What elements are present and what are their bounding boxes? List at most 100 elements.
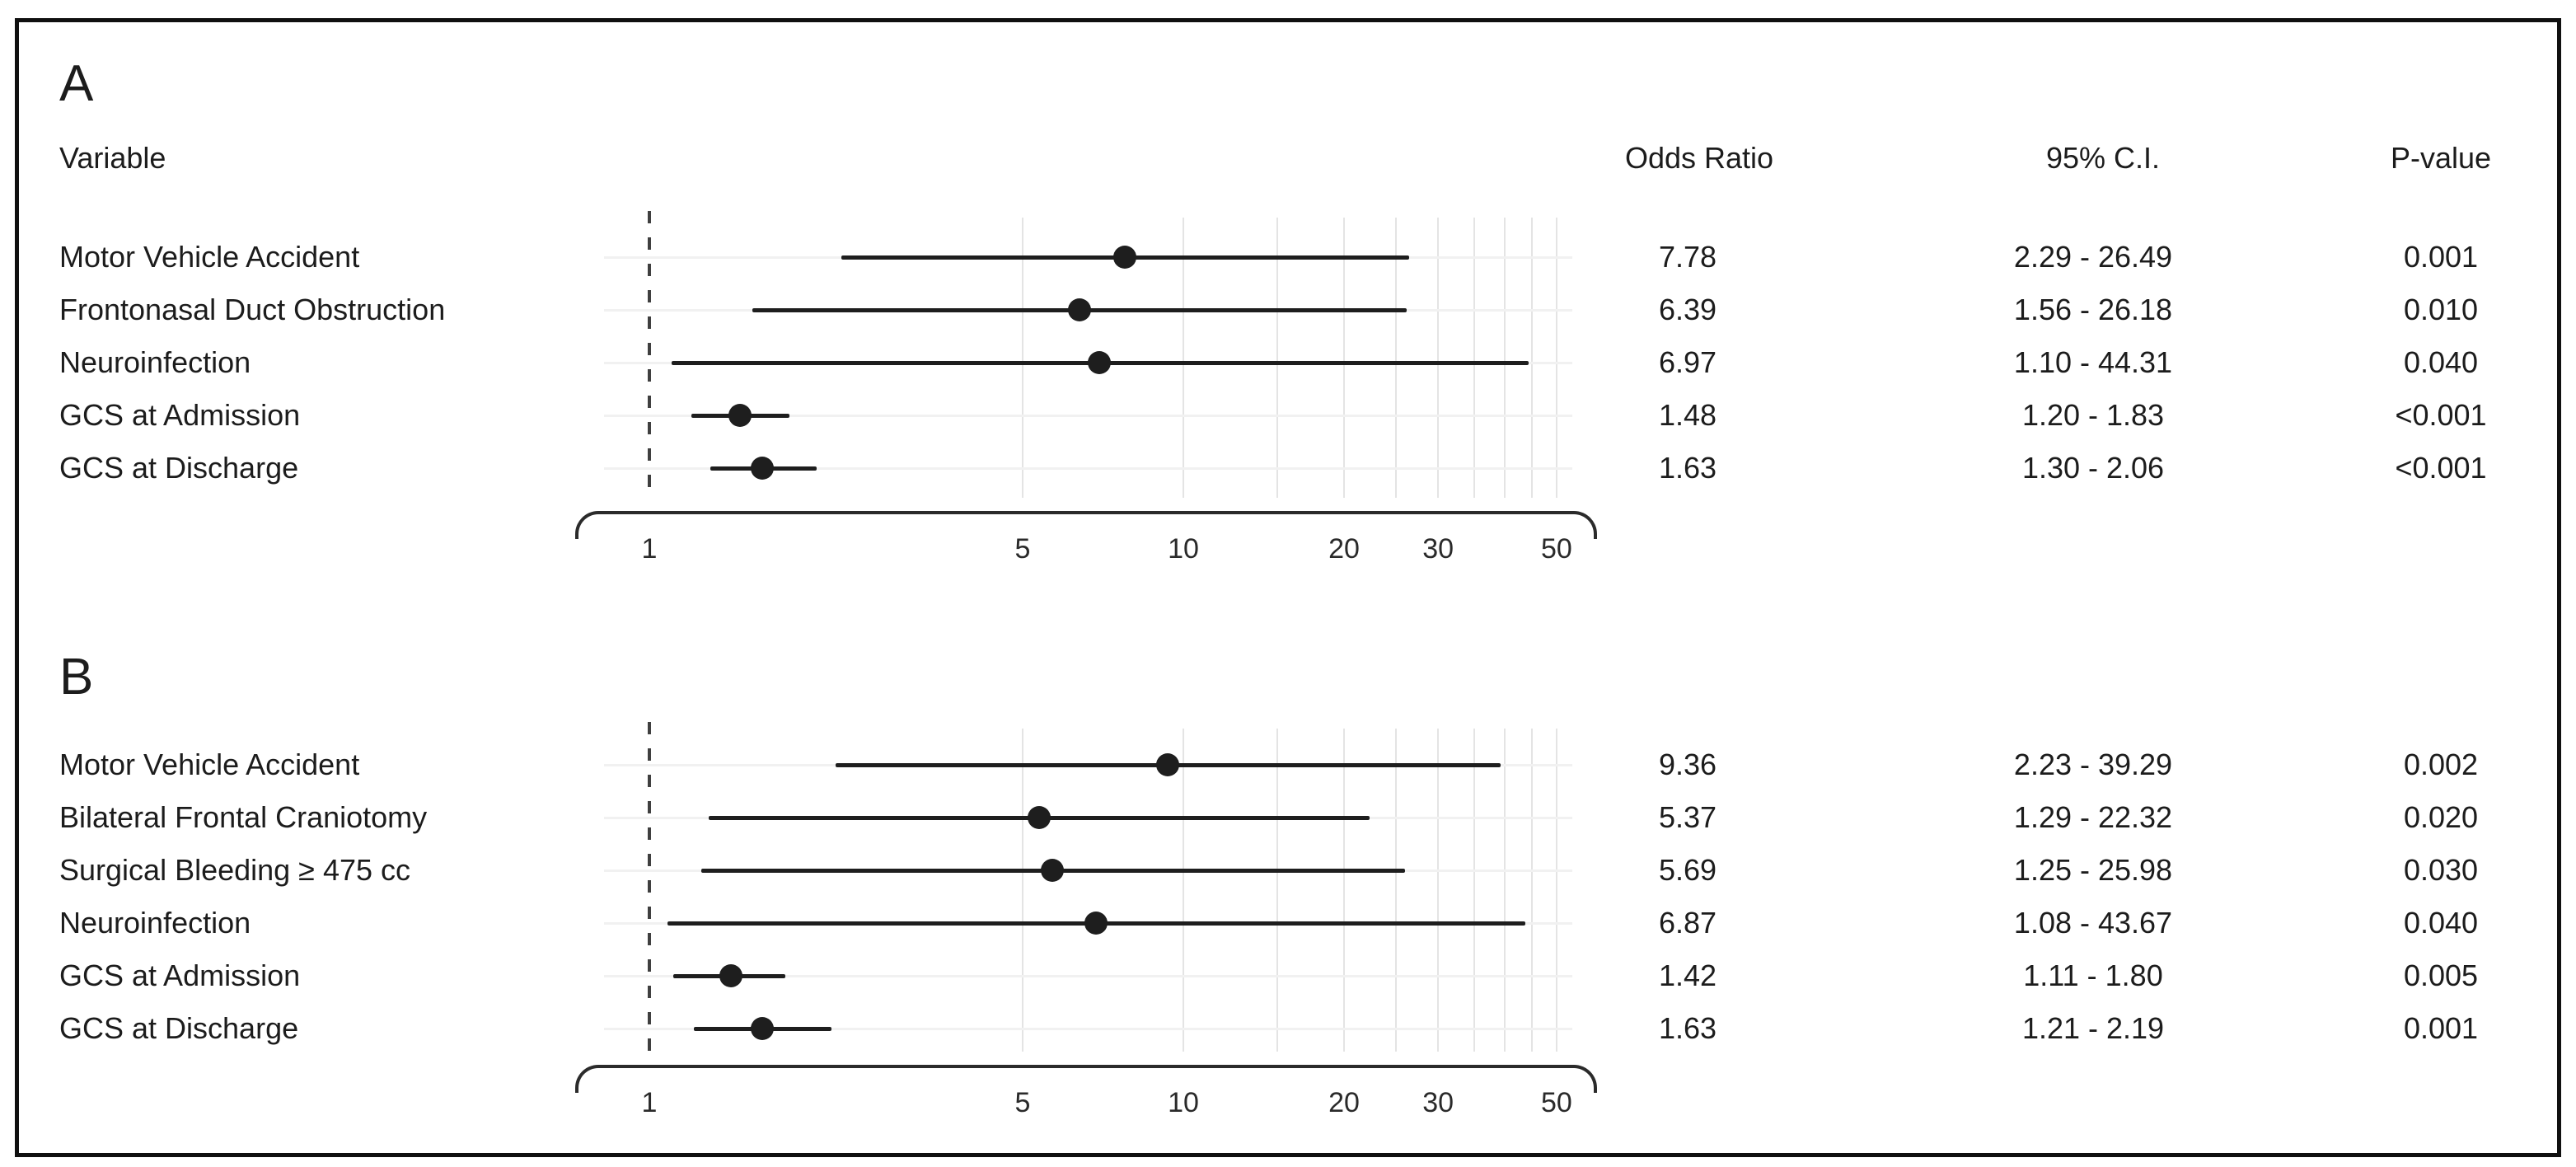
x-axis-tick-label: 10	[1168, 533, 1199, 565]
grid-line	[1183, 729, 1184, 1052]
point-estimate-dot	[719, 964, 742, 987]
row-label: Neuroinfection	[59, 345, 251, 379]
p-value: 0.001	[2403, 1011, 2479, 1045]
grid-line	[1437, 218, 1440, 498]
x-axis-tick-label: 50	[1541, 1087, 1572, 1118]
reference-line	[648, 211, 651, 498]
odds-ratio-value: 6.97	[1658, 345, 1717, 379]
x-axis-tick-label: 30	[1422, 1087, 1454, 1118]
p-value: 0.005	[2403, 958, 2479, 992]
grid-line	[1343, 218, 1346, 498]
x-axis-tick-label: 5	[1014, 533, 1031, 565]
row-label: GCS at Discharge	[59, 1011, 299, 1045]
p-value: 0.040	[2403, 906, 2479, 940]
point-estimate-dot	[1041, 859, 1065, 882]
row-guide-line	[604, 467, 1572, 470]
row-label: Frontonasal Duct Obstruction	[59, 293, 446, 326]
point-estimate-dot	[1113, 246, 1137, 269]
p-value: <0.001	[2395, 451, 2487, 485]
ci-value: 1.11 - 1.80	[2023, 958, 2163, 992]
odds-ratio-value: 7.78	[1658, 240, 1717, 274]
x-axis-tick-label: 50	[1541, 533, 1572, 565]
point-estimate-dot	[751, 1017, 775, 1040]
point-estimate-dot	[751, 457, 775, 480]
grid-line	[1276, 729, 1279, 1052]
row-label: Surgical Bleeding ≥ 475 cc	[59, 853, 411, 887]
odds-ratio-value: 1.63	[1658, 1011, 1717, 1045]
odds-ratio-value: 9.36	[1658, 748, 1717, 781]
grid-line	[1555, 218, 1557, 498]
row-label: Motor Vehicle Accident	[59, 240, 360, 274]
grid-line	[1504, 729, 1506, 1052]
odds-ratio-value: 6.39	[1658, 293, 1717, 326]
column-header-95ci: 95% C.I.	[2045, 141, 2161, 175]
row-label: Motor Vehicle Accident	[59, 748, 360, 781]
grid-line	[1394, 729, 1397, 1052]
x-axis-tick-label: 20	[1328, 533, 1360, 565]
panel-label: B	[59, 649, 94, 705]
row-label: GCS at Admission	[59, 958, 301, 992]
ci-value: 1.10 - 44.31	[2013, 345, 2173, 379]
ci-value: 1.30 - 2.06	[2021, 451, 2165, 485]
odds-ratio-value: 1.48	[1658, 398, 1717, 432]
reference-line	[648, 722, 651, 1052]
x-axis-bracket	[575, 1065, 1597, 1093]
point-estimate-dot	[1156, 753, 1180, 776]
x-axis-tick-label: 1	[641, 533, 658, 565]
point-estimate-dot	[1084, 912, 1108, 935]
odds-ratio-value: 5.37	[1658, 800, 1717, 834]
x-axis-tick-label: 30	[1422, 533, 1454, 565]
p-value: 0.020	[2403, 800, 2479, 834]
row-label: Neuroinfection	[59, 906, 251, 940]
x-axis-tick-label: 20	[1328, 1087, 1360, 1118]
grid-line	[1504, 218, 1506, 498]
ci-value: 1.20 - 1.83	[2021, 398, 2165, 432]
point-estimate-dot	[728, 404, 752, 427]
grid-line	[1343, 729, 1346, 1052]
odds-ratio-value: 5.69	[1658, 853, 1717, 887]
grid-line	[1531, 218, 1534, 498]
grid-line	[1183, 218, 1184, 498]
row-label: Bilateral Frontal Craniotomy	[59, 800, 428, 834]
x-axis-bracket	[575, 511, 1597, 539]
point-estimate-dot	[1088, 351, 1112, 374]
grid-line	[1276, 218, 1279, 498]
grid-line	[1021, 218, 1023, 498]
column-header-variable: Variable	[59, 141, 166, 175]
ci-value: 2.29 - 26.49	[2013, 240, 2173, 274]
ci-value: 1.21 - 2.19	[2021, 1011, 2165, 1045]
p-value: 0.010	[2403, 293, 2479, 326]
p-value: 0.030	[2403, 853, 2479, 887]
odds-ratio-value: 1.42	[1658, 958, 1717, 992]
grid-line	[1473, 218, 1475, 498]
grid-line	[1531, 729, 1534, 1052]
grid-line	[1437, 729, 1440, 1052]
point-estimate-dot	[1028, 806, 1051, 829]
row-label: GCS at Admission	[59, 398, 301, 432]
x-axis-tick-label: 1	[641, 1087, 658, 1118]
point-estimate-dot	[1067, 298, 1091, 321]
column-header-p-value: P-value	[2390, 141, 2492, 175]
column-header-odds-ratio: Odds Ratio	[1624, 141, 1774, 175]
row-guide-line	[604, 975, 1572, 977]
ci-value: 1.56 - 26.18	[2013, 293, 2173, 326]
ci-value: 1.08 - 43.67	[2013, 906, 2173, 940]
row-label: GCS at Discharge	[59, 451, 299, 485]
panel-label: A	[59, 55, 94, 112]
x-axis-tick-label: 5	[1014, 1087, 1031, 1118]
odds-ratio-value: 1.63	[1658, 451, 1717, 485]
ci-value: 2.23 - 39.29	[2013, 748, 2173, 781]
p-value: 0.002	[2403, 748, 2479, 781]
grid-line	[1473, 729, 1475, 1052]
ci-value: 1.25 - 25.98	[2013, 853, 2173, 887]
p-value: 0.001	[2403, 240, 2479, 274]
row-guide-line	[604, 1028, 1572, 1030]
grid-line	[1555, 729, 1557, 1052]
row-guide-line	[604, 415, 1572, 417]
figure-frame	[15, 18, 2561, 1157]
odds-ratio-value: 6.87	[1658, 906, 1717, 940]
x-axis-tick-label: 10	[1168, 1087, 1199, 1118]
p-value: 0.040	[2403, 345, 2479, 379]
ci-value: 1.29 - 22.32	[2013, 800, 2173, 834]
